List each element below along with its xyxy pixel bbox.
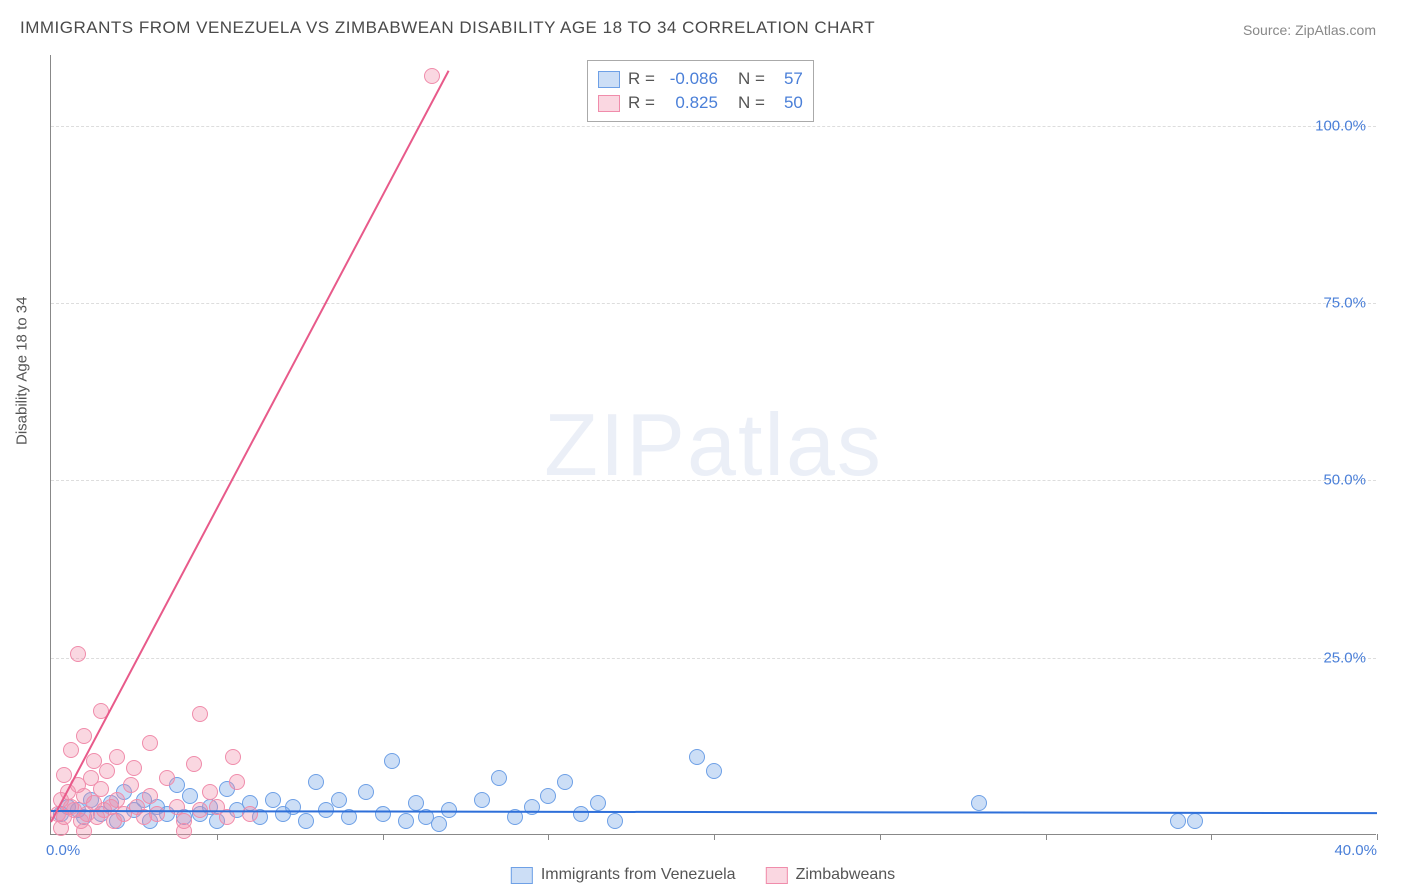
y-tick-label: 25.0% (1323, 649, 1366, 666)
legend-item: Zimbabweans (766, 866, 896, 884)
x-tick-label: 0.0% (46, 842, 80, 859)
x-tick-mark (383, 834, 384, 840)
scatter-point (149, 806, 165, 822)
watermark-bold: ZIP (544, 395, 687, 494)
gridline-horizontal (51, 480, 1376, 481)
scatter-point (1170, 813, 1186, 829)
scatter-point (123, 777, 139, 793)
scatter-point (607, 813, 623, 829)
stat-n-label: N = (738, 93, 765, 113)
scatter-point (431, 816, 447, 832)
y-tick-label: 100.0% (1315, 117, 1366, 134)
watermark-light: atlas (687, 395, 883, 494)
scatter-point (93, 781, 109, 797)
legend-swatch (511, 867, 533, 884)
scatter-point (159, 770, 175, 786)
chart-container: IMMIGRANTS FROM VENEZUELA VS ZIMBABWEAN … (0, 0, 1406, 892)
scatter-point (375, 806, 391, 822)
gridline-horizontal (51, 303, 1376, 304)
scatter-point (182, 788, 198, 804)
legend-item: Immigrants from Venezuela (511, 866, 736, 884)
scatter-point (590, 795, 606, 811)
scatter-point (1187, 813, 1203, 829)
x-tick-mark (1377, 834, 1378, 840)
scatter-point (384, 753, 400, 769)
y-tick-label: 75.0% (1323, 295, 1366, 312)
scatter-point (971, 795, 987, 811)
scatter-point (298, 813, 314, 829)
stat-r-label: R = (628, 93, 655, 113)
scatter-point (573, 806, 589, 822)
scatter-point (126, 760, 142, 776)
bottom-legend: Immigrants from Venezuela Zimbabweans (511, 866, 895, 884)
stat-r-label: R = (628, 69, 655, 89)
scatter-point (398, 813, 414, 829)
legend-swatch (598, 95, 620, 112)
stat-n-value: 50 (773, 93, 803, 113)
x-tick-mark (1046, 834, 1047, 840)
scatter-point (109, 749, 125, 765)
gridline-horizontal (51, 658, 1376, 659)
scatter-point (689, 749, 705, 765)
stat-n-label: N = (738, 69, 765, 89)
legend-swatch (598, 71, 620, 88)
source-attribution: Source: ZipAtlas.com (1243, 22, 1376, 38)
scatter-point (557, 774, 573, 790)
scatter-point (225, 749, 241, 765)
x-tick-label: 40.0% (1334, 842, 1377, 859)
scatter-point (424, 68, 440, 84)
y-axis-label: Disability Age 18 to 34 (14, 297, 31, 445)
scatter-point (76, 823, 92, 839)
gridline-horizontal (51, 126, 1376, 127)
stats-row: R = 0.825 N = 50 (598, 91, 803, 115)
scatter-point (76, 728, 92, 744)
scatter-point (229, 774, 245, 790)
scatter-point (474, 792, 490, 808)
legend-label: Zimbabweans (796, 866, 896, 884)
scatter-point (331, 792, 347, 808)
scatter-point (53, 820, 69, 836)
scatter-point (176, 823, 192, 839)
scatter-point (540, 788, 556, 804)
x-tick-mark (217, 834, 218, 840)
scatter-point (86, 753, 102, 769)
scatter-point (70, 646, 86, 662)
legend-swatch (766, 867, 788, 884)
scatter-point (56, 767, 72, 783)
stat-n-value: 57 (773, 69, 803, 89)
x-tick-mark (880, 834, 881, 840)
scatter-point (408, 795, 424, 811)
x-tick-mark (714, 834, 715, 840)
scatter-point (358, 784, 374, 800)
scatter-point (142, 735, 158, 751)
scatter-point (265, 792, 281, 808)
stats-row: R = -0.086 N = 57 (598, 67, 803, 91)
scatter-point (192, 706, 208, 722)
stat-r-value: 0.825 (663, 93, 718, 113)
x-tick-mark (548, 834, 549, 840)
scatter-point (186, 756, 202, 772)
legend-label: Immigrants from Venezuela (541, 866, 736, 884)
chart-title: IMMIGRANTS FROM VENEZUELA VS ZIMBABWEAN … (20, 18, 875, 38)
scatter-point (142, 788, 158, 804)
scatter-point (99, 763, 115, 779)
plot-area: ZIPatlas 25.0%50.0%75.0%100.0%0.0%40.0% (50, 55, 1376, 835)
x-tick-mark (1211, 834, 1212, 840)
scatter-point (242, 806, 258, 822)
trend-line (50, 70, 450, 823)
scatter-point (308, 774, 324, 790)
y-tick-label: 50.0% (1323, 472, 1366, 489)
scatter-point (63, 742, 79, 758)
scatter-point (491, 770, 507, 786)
correlation-stats-box: R = -0.086 N = 57 R = 0.825 N = 50 (587, 60, 814, 122)
stat-r-value: -0.086 (663, 69, 718, 89)
scatter-point (706, 763, 722, 779)
